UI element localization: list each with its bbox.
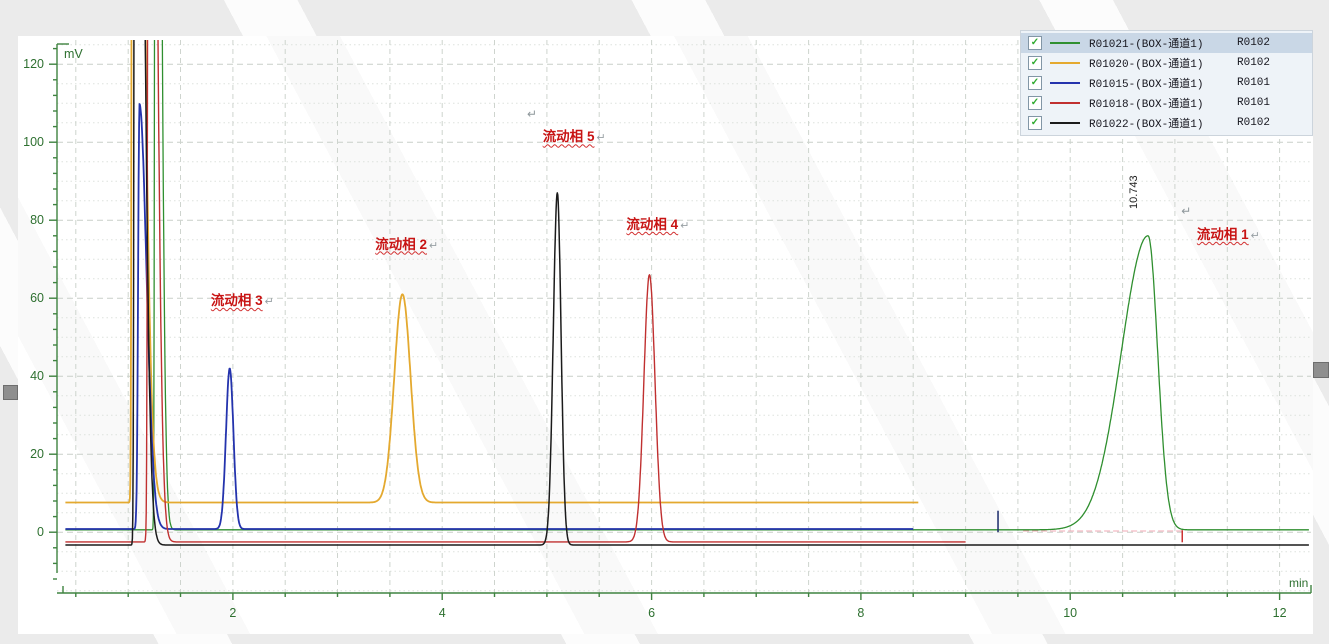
legend-row[interactable]: ✓ R01018-(BOX-通道1) R0101 [1021, 93, 1312, 113]
legend-run-id: R0102 [1237, 117, 1271, 129]
legend-color-sample [1050, 102, 1080, 104]
legend-checkbox[interactable]: ✓ [1028, 36, 1042, 50]
svg-text:4: 4 [439, 606, 446, 620]
svg-text:120: 120 [23, 57, 44, 71]
legend-run-id: R0101 [1237, 97, 1271, 109]
legend-color-sample [1050, 42, 1080, 44]
legend-checkbox[interactable]: ✓ [1028, 96, 1042, 110]
legend-color-sample [1050, 82, 1080, 84]
svg-text:12: 12 [1273, 606, 1287, 620]
trace-R01015-(BOX-通道1) [64, 103, 914, 530]
trace-R01018-(BOX-通道1) [65, 40, 966, 543]
svg-text:100: 100 [23, 135, 44, 149]
svg-text:2: 2 [229, 606, 236, 620]
svg-text:40: 40 [30, 369, 44, 383]
legend-run-id: R0101 [1237, 77, 1271, 89]
svg-text:60: 60 [30, 291, 44, 305]
legend-label: R01018-(BOX-通道1) [1089, 99, 1204, 111]
legend-run-id: R0102 [1237, 57, 1271, 69]
x-unit-label: min [1289, 576, 1308, 590]
legend-checkbox[interactable]: ✓ [1028, 76, 1042, 90]
legend-run-id: R0102 [1237, 37, 1271, 49]
svg-text:6: 6 [648, 606, 655, 620]
left-scroll-handle[interactable] [3, 385, 18, 400]
legend-row[interactable]: ✓ R01022-(BOX-通道1) R0102 [1021, 113, 1312, 133]
legend-label: R01022-(BOX-通道1) [1089, 119, 1204, 131]
y-unit-label: mV [64, 47, 83, 61]
legend-label: R01015-(BOX-通道1) [1089, 79, 1204, 91]
legend-row[interactable]: ✓ R01021-(BOX-通道1) R0102 [1021, 33, 1312, 53]
legend-label: R01021-(BOX-通道1) [1089, 39, 1204, 51]
legend-row[interactable]: ✓ R01015-(BOX-通道1) R0101 [1021, 73, 1312, 93]
legend-checkbox[interactable]: ✓ [1028, 116, 1042, 130]
svg-text:80: 80 [30, 213, 44, 227]
legend-color-sample [1050, 122, 1080, 124]
svg-text:0: 0 [37, 525, 44, 539]
svg-text:8: 8 [857, 606, 864, 620]
legend-panel[interactable]: ✓ R01021-(BOX-通道1) R0102 ✓ R01020-(BOX-通道1) R… [1020, 30, 1313, 136]
legend-row[interactable]: ✓ R01020-(BOX-通道1) R0102 [1021, 53, 1312, 73]
svg-text:10: 10 [1063, 606, 1077, 620]
legend-label: R01020-(BOX-通道1) [1089, 59, 1204, 71]
svg-text:20: 20 [30, 447, 44, 461]
right-scroll-handle[interactable] [1313, 362, 1329, 378]
trace-R01020-(BOX-通道1) [64, 40, 919, 504]
legend-checkbox[interactable]: ✓ [1028, 56, 1042, 70]
legend-color-sample [1050, 62, 1080, 64]
